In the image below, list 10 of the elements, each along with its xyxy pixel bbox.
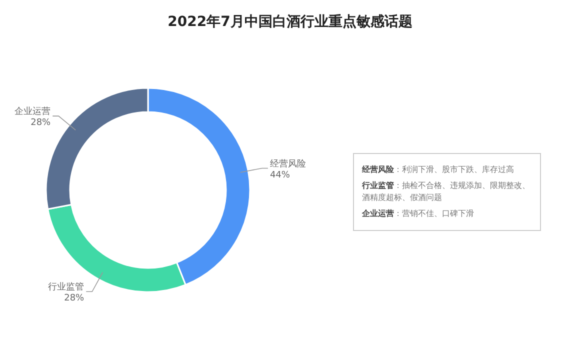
- data-label: 28%: [30, 118, 52, 128]
- text: 企业运营：营销不佳、口碑下滑: [362, 209, 474, 218]
- slice-label: 企业运营: [14, 106, 51, 118]
- slice-label: 行业监管: [48, 282, 84, 293]
- text: 经营风险：利润下滑、股市下跌、库存过高: [362, 165, 514, 174]
- data-label: 44%: [270, 170, 290, 180]
- slice-label: 经营风险: [270, 158, 306, 170]
- data-label: 28%: [64, 294, 85, 304]
- chart-title: 2022年7月中国白酒行业重点敏感话题: [168, 14, 412, 30]
- text: 行业监管：抽检不合格、违规添加、限期整改、酒精度超标、假酒问题: [362, 181, 530, 202]
